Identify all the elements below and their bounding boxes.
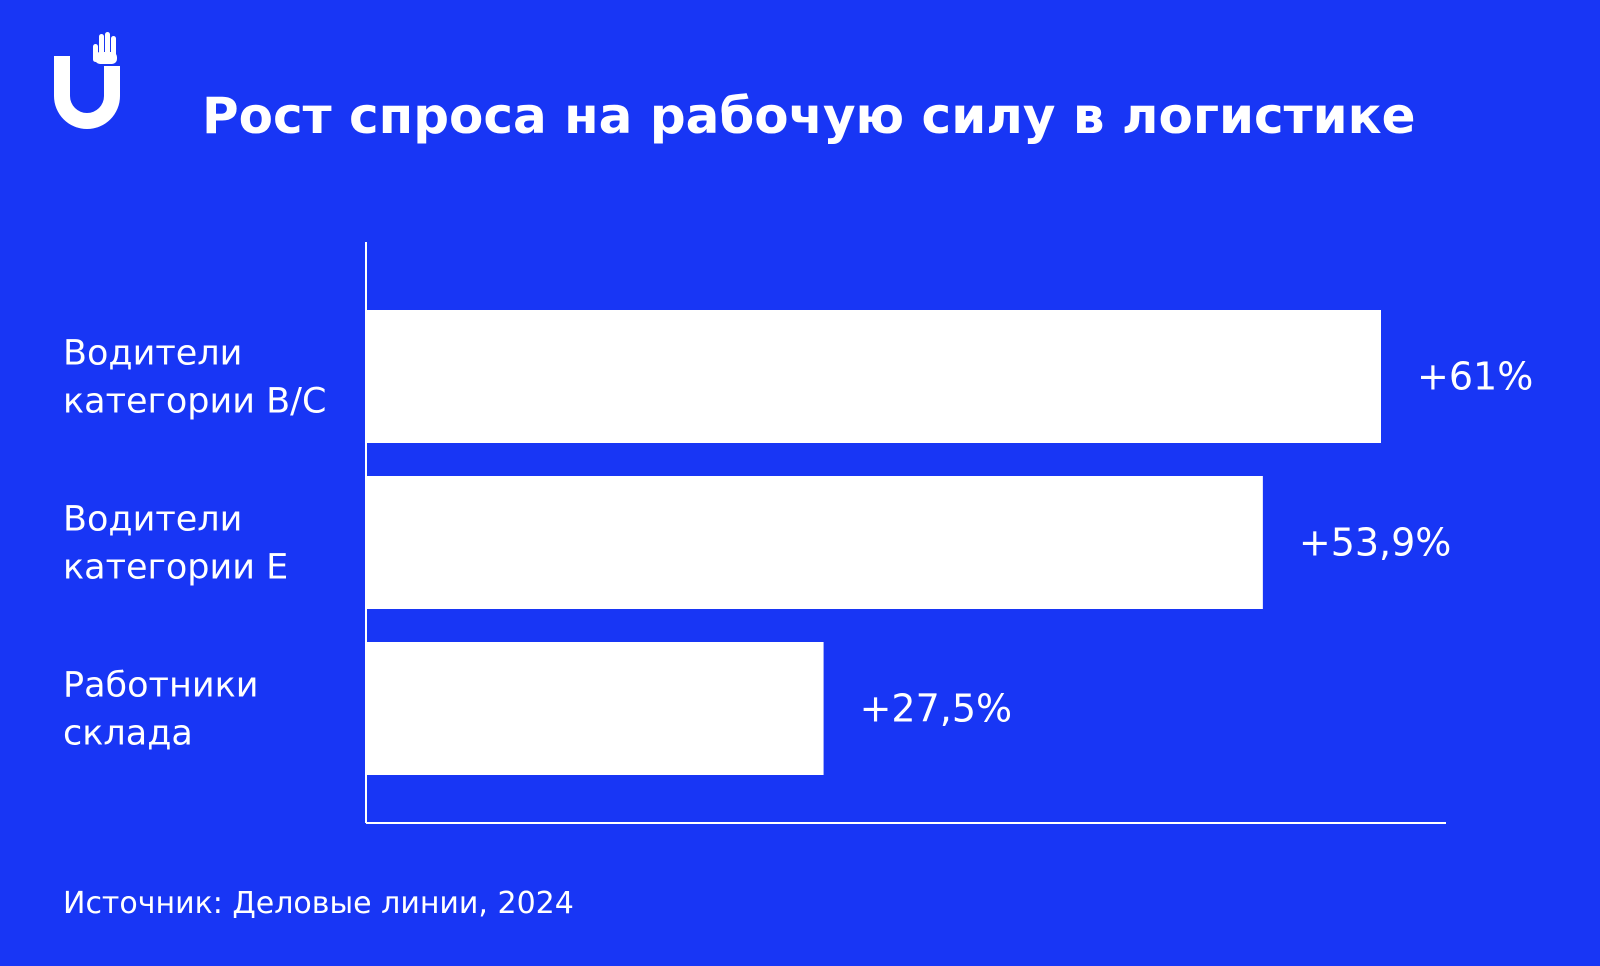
bar-1 [366,310,1381,443]
category-label-line: категории Е [63,548,288,588]
category-label-line: склада [63,714,193,754]
category-label-line: Водители [63,334,242,374]
chart-title: Рост спроса на рабочую силу в логистике [202,87,1416,145]
category-label-line: Работники [63,666,258,706]
category-label-line: Водители [63,500,242,540]
bar-3 [366,642,824,775]
value-label-2: +53,9% [1299,521,1452,565]
category-label-3: Работники склада [63,666,258,754]
bar-2 [366,476,1263,609]
category-label-line: категории B/C [63,382,326,422]
category-label-1: Водители категории B/C [63,334,326,422]
category-label-2: Водители категории Е [63,500,288,588]
value-label-1: +61% [1417,355,1533,399]
value-label-3: +27,5% [860,687,1013,731]
source-note: Источник: Деловые линии, 2024 [63,886,574,921]
brand-logo-icon [54,32,120,129]
